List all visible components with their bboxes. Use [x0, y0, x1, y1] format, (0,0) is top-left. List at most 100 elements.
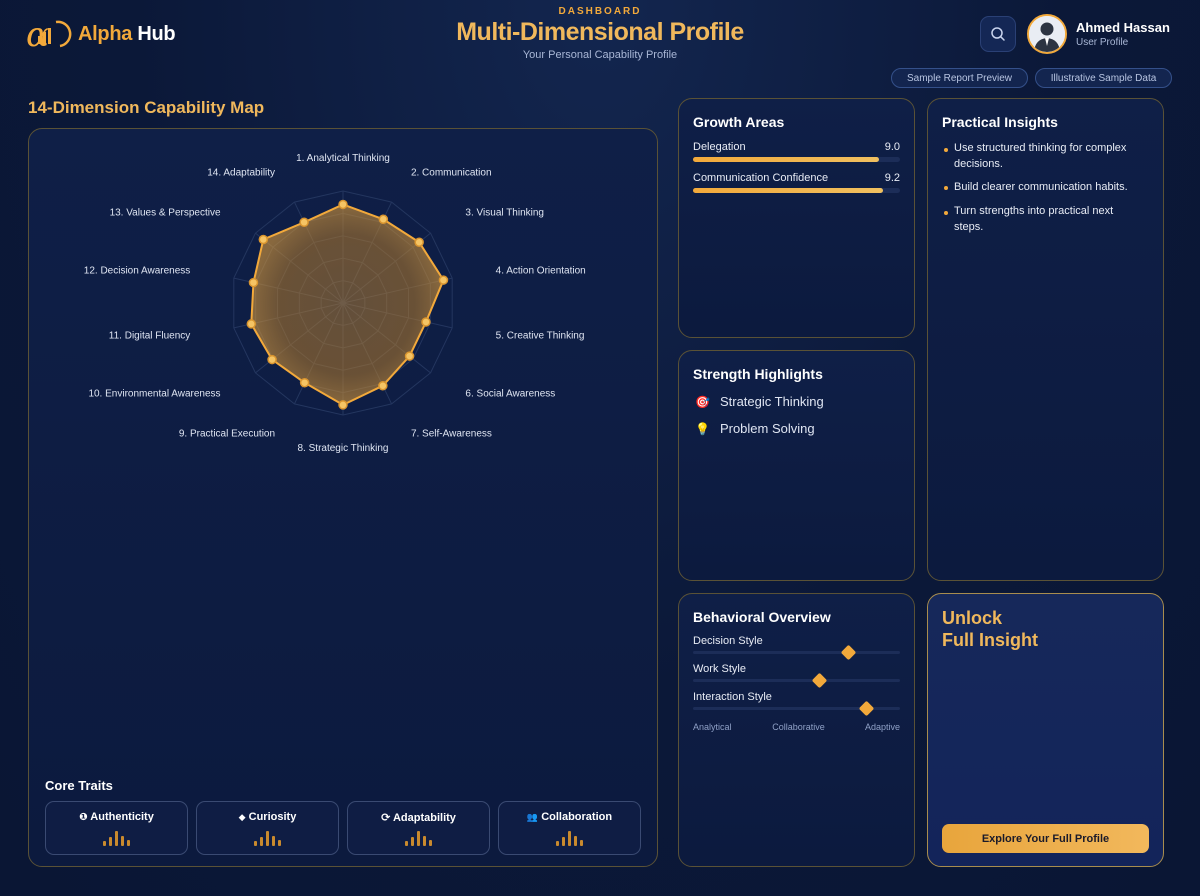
behavior-axis-right: Adaptive	[864, 722, 900, 732]
radar-point	[421, 317, 431, 327]
radar-axis-label: 3. Visual Thinking	[465, 208, 544, 219]
trait-bars-icon	[46, 831, 187, 846]
radar-point	[414, 237, 424, 247]
user-name: Ahmed Hassan	[1076, 20, 1170, 35]
explore-full-profile-button[interactable]: Explore Your Full Profile	[942, 824, 1149, 853]
alpha-logo-icon: α	[26, 16, 72, 52]
trait-label: Adaptability	[392, 812, 456, 824]
radar-point	[378, 214, 389, 224]
strength-item-strategic-thinking: 🎯 Strategic Thinking	[695, 394, 824, 409]
trait-bars-icon	[499, 831, 640, 846]
radar-point	[404, 351, 415, 361]
trait-label: Curiosity	[248, 811, 297, 823]
target-icon: 🎯	[695, 394, 710, 409]
growth-bar-fill	[693, 157, 880, 162]
bullet-icon	[944, 211, 948, 215]
radar-point	[299, 377, 310, 388]
lightbulb-icon: 💡	[695, 421, 710, 436]
radar-axis-label: 2. Communication	[411, 167, 492, 178]
growth-label-delegation: Delegation	[693, 141, 746, 153]
radar-axis-label: 6. Social Awareness	[465, 388, 555, 399]
growth-value-communication-confidence: 9.2	[884, 172, 900, 184]
radar-series-area	[250, 203, 445, 407]
sample-report-pill[interactable]: Sample Report Preview	[891, 68, 1028, 88]
strength-highlights-card	[678, 350, 915, 581]
behavior-track-decision-style	[693, 651, 900, 654]
growth-bar-delegation	[693, 157, 900, 162]
capability-map-title: 14-Dimension Capability Map	[28, 98, 265, 117]
trait-authenticity[interactable]: ❶ Authenticity	[45, 801, 188, 855]
insight-item: Build clearer communication habits.	[954, 181, 1128, 193]
growth-areas-card	[678, 98, 915, 338]
growth-bar-fill	[693, 188, 884, 193]
behavioral-overview-card	[678, 593, 915, 867]
people-icon: 👥	[526, 812, 539, 822]
behavior-track-interaction-style	[693, 707, 900, 710]
sample-data-pill[interactable]: Illustrative Sample Data	[1035, 68, 1172, 88]
trait-label: Collaboration	[541, 811, 613, 823]
radar-axis-label: 11. Digital Fluency	[109, 330, 191, 341]
bullet-icon	[944, 148, 948, 152]
trait-label: Authenticity	[90, 811, 154, 823]
radar-point	[299, 217, 309, 228]
user-role: User Profile	[1076, 37, 1129, 48]
trait-adaptability[interactable]: ⟳ Adaptability	[347, 801, 490, 855]
growth-areas-title: Growth Areas	[693, 114, 785, 130]
capability-radar-chart: 1. Analytical Thinking 2. Communication 3.…	[84, 153, 586, 454]
growth-bar-communication-confidence	[693, 188, 900, 193]
radar-point	[438, 275, 449, 285]
insight-item: Use structured thinking for complex deci…	[954, 142, 1127, 170]
header-eyebrow: DASHBOARD	[558, 6, 642, 17]
radar-axis-label: 1. Analytical Thinking	[296, 153, 390, 164]
behavioral-overview-title: Behavioral Overview	[693, 609, 831, 625]
radar-point	[338, 199, 348, 210]
radar-point	[378, 380, 388, 391]
unlock-title: Unlock Full Insight	[942, 608, 1038, 650]
brand-logo[interactable]: α Alpha Hub	[26, 16, 176, 52]
radar-axis-label: 12. Decision Awareness	[84, 266, 191, 277]
radar-axis-label: 10. Environmental Awareness	[88, 388, 220, 399]
behavior-track-work-style	[693, 679, 900, 682]
info-circle-icon: ❶	[79, 812, 88, 823]
behavior-axis-left: Analytical	[693, 722, 732, 732]
behavior-label-interaction-style: Interaction Style	[693, 691, 772, 703]
radar-axis-label: 14. Adaptability	[207, 167, 275, 178]
growth-label-communication-confidence: Communication Confidence	[693, 172, 829, 184]
search-button[interactable]	[980, 16, 1016, 52]
growth-value-delegation: 9.0	[884, 141, 900, 153]
diamond-icon: ◆	[238, 812, 246, 822]
user-avatar-icon	[1029, 16, 1065, 52]
radar-point	[248, 277, 259, 288]
radar-point	[338, 400, 348, 410]
strength-item-problem-solving: 💡 Problem Solving	[695, 421, 815, 436]
strength-highlights-title: Strength Highlights	[693, 366, 823, 382]
trait-bars-icon	[197, 831, 338, 846]
practical-insights-card	[927, 98, 1164, 581]
avatar[interactable]	[1027, 14, 1067, 54]
page-subtitle: Your Personal Capability Profile	[522, 49, 678, 61]
insight-item: Turn strengths into practical next steps…	[954, 205, 1114, 233]
search-icon	[991, 27, 1005, 41]
behavior-label-decision-style: Decision Style	[693, 635, 763, 647]
practical-insights-title: Practical Insights	[942, 114, 1058, 130]
radar-point	[258, 234, 269, 245]
page-header: DASHBOARD Multi-Dimensional Profile Your…	[360, 6, 840, 61]
trait-collaboration[interactable]: 👥 Collaboration	[498, 801, 641, 855]
radar-axis-label: 9. Practical Execution	[179, 429, 275, 440]
trait-curiosity[interactable]: ◆ Curiosity	[196, 801, 339, 855]
radar-axis-label: 4. Action Orientation	[496, 266, 586, 277]
behavior-axis-middle: Collaborative	[772, 722, 825, 732]
radar-axis-label: 5. Creative Thinking	[496, 330, 585, 341]
radar-axis-label: 13. Values & Perspective	[110, 208, 221, 219]
behavior-label-work-style: Work Style	[693, 663, 746, 675]
refresh-icon: ⟳	[381, 812, 391, 824]
radar-axis-label: 8. Strategic Thinking	[298, 443, 389, 454]
radar-point	[267, 354, 277, 365]
trait-bars-icon	[348, 831, 489, 846]
bullet-icon	[944, 186, 948, 190]
page-title: Multi-Dimensional Profile	[456, 18, 744, 46]
unlock-insight-card	[927, 593, 1164, 867]
brand-name: Alpha Hub	[78, 22, 176, 45]
radar-axis-label: 7. Self-Awareness	[411, 429, 492, 440]
core-traits-title: Core Traits	[45, 778, 113, 793]
